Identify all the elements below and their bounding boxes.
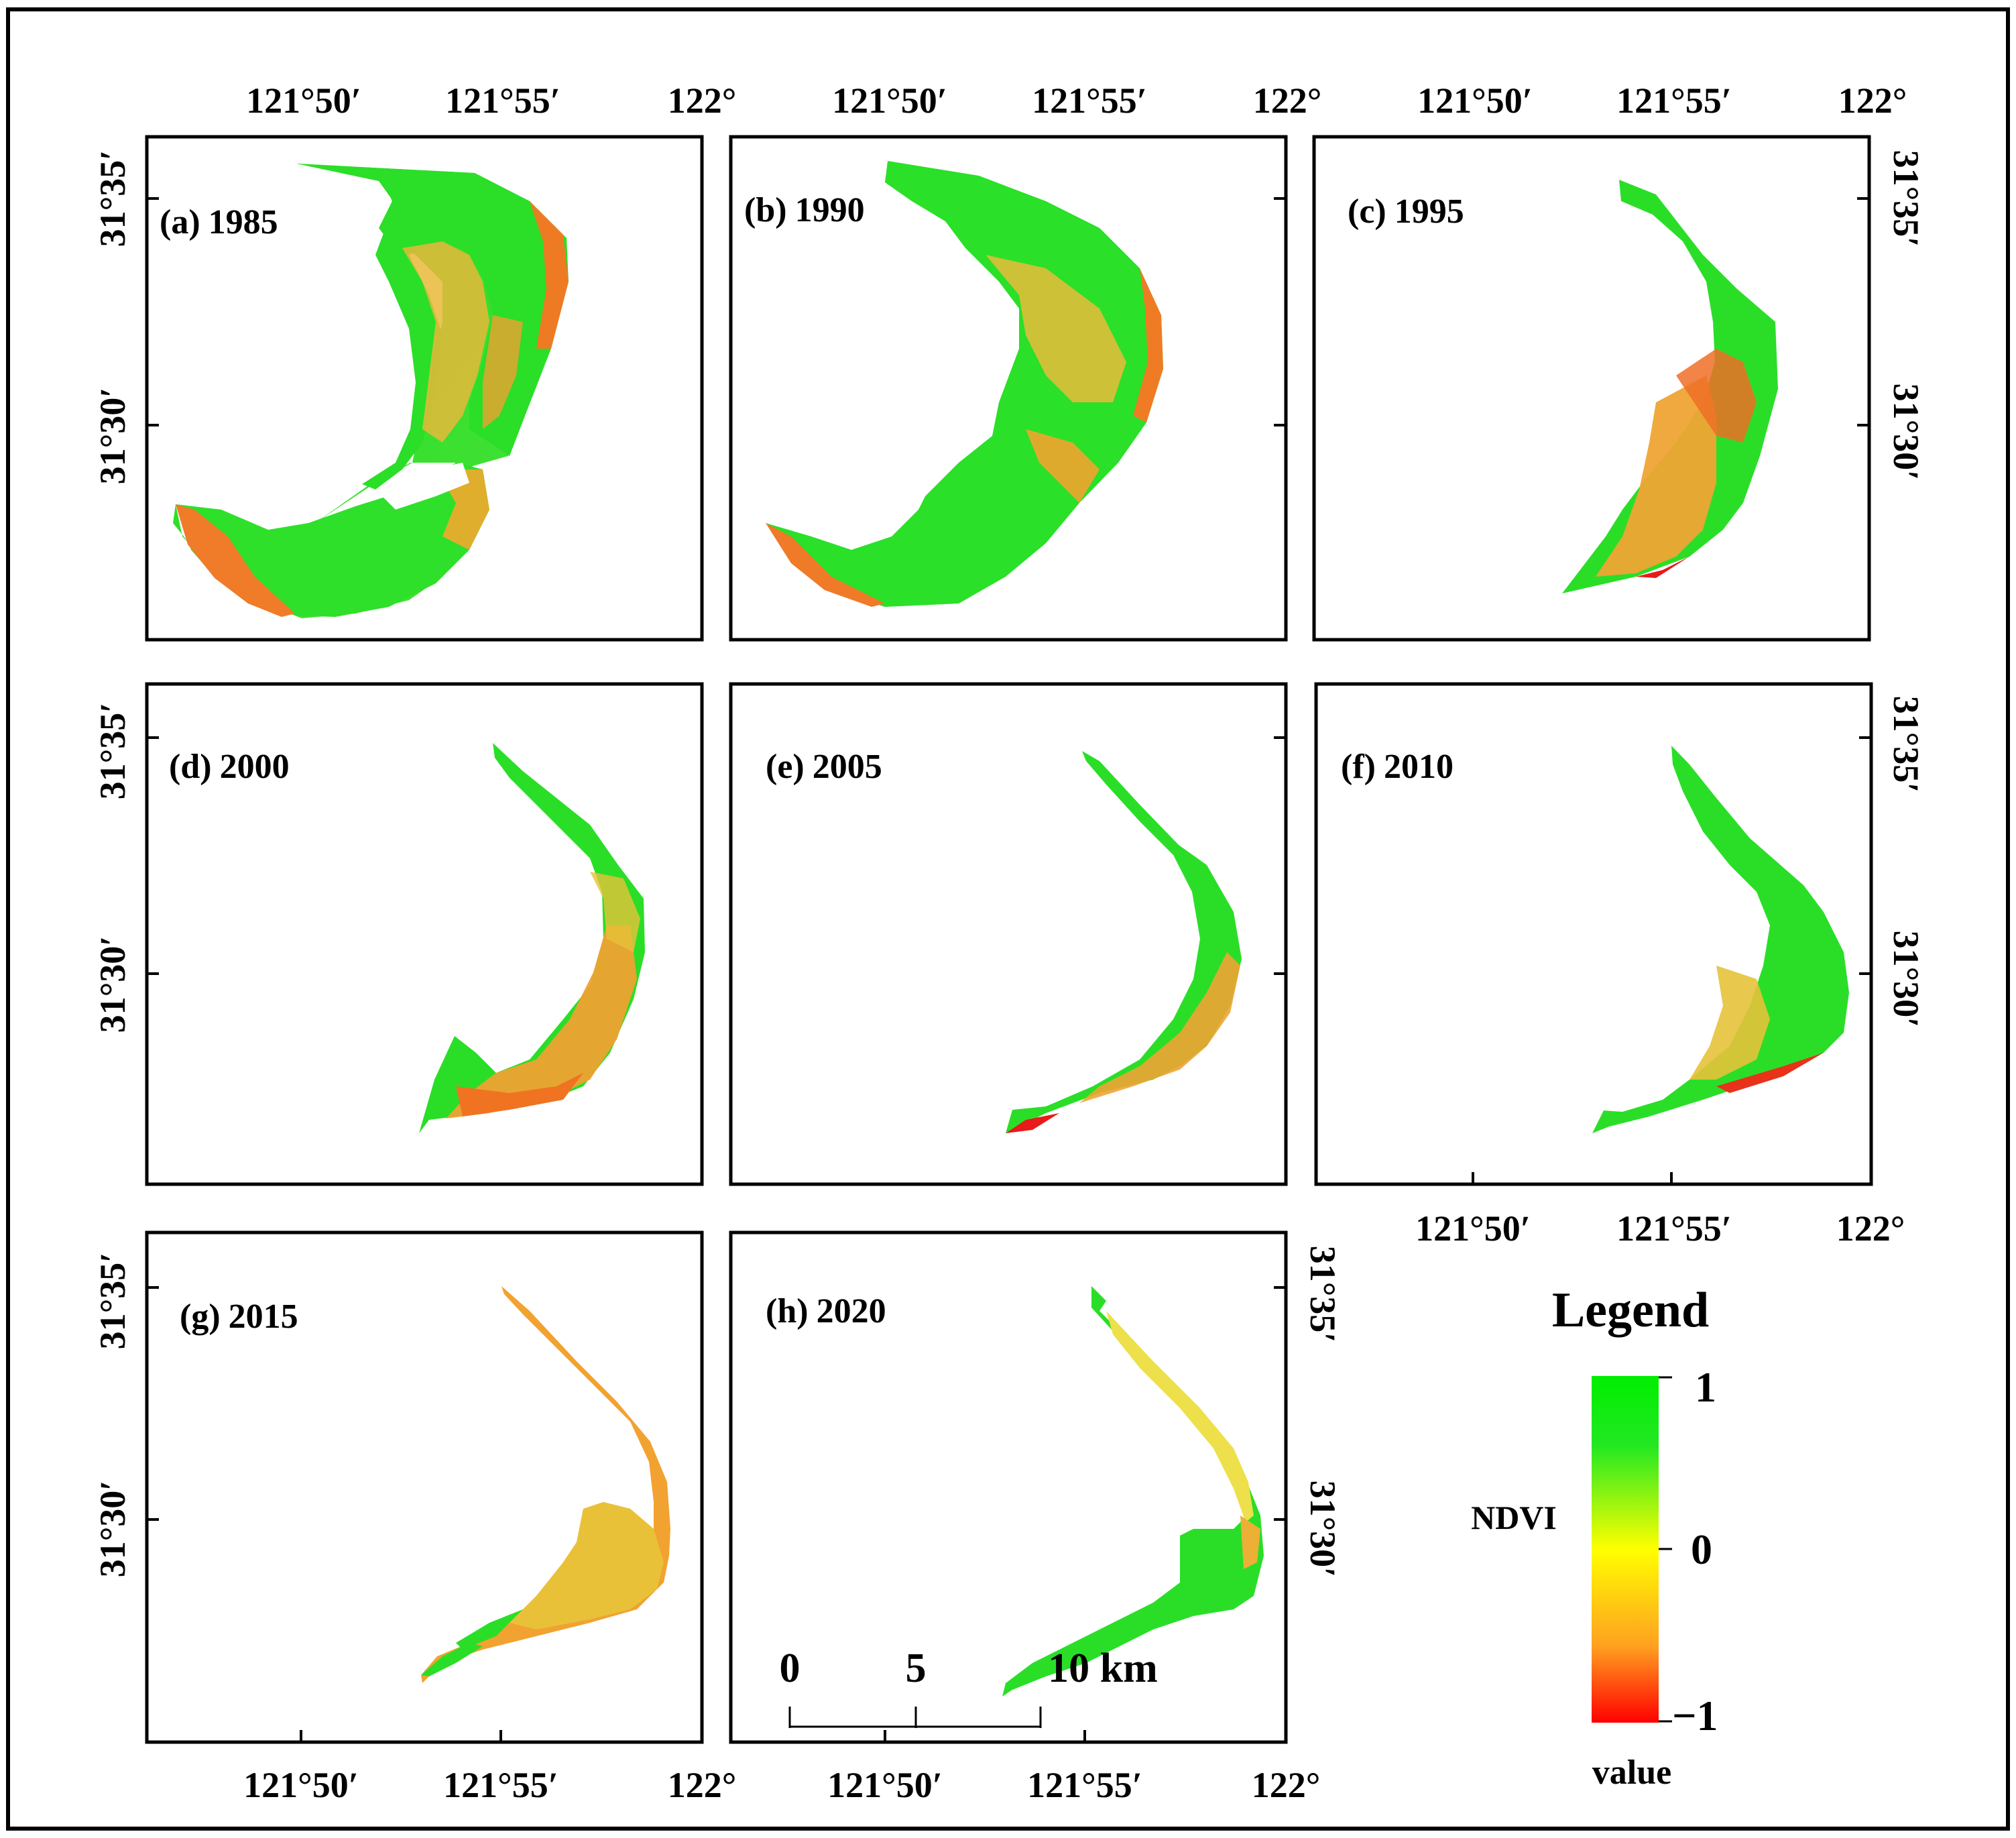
lat-label: 31°30′	[1303, 1481, 1343, 1578]
scale-label-10: 10 km	[1048, 1646, 1158, 1691]
lat-label: 31°30′	[93, 936, 133, 1033]
lon-label: 122°	[1838, 80, 1907, 121]
island-2015	[421, 1286, 670, 1683]
lon-label: 122°	[668, 80, 737, 121]
island-1995	[1562, 180, 1778, 593]
f-lon-labels: 121°50′ 121°55′ 122°	[1415, 1208, 1905, 1249]
lon-label: 122°	[668, 1765, 737, 1805]
lon-label: 122°	[1253, 80, 1322, 121]
top-lon-labels: 121°50′ 121°55′ 122° 121°50′ 121°55′ 122…	[246, 80, 1907, 121]
lon-label: 121°55′	[445, 80, 560, 121]
panel-frame-g	[145, 1230, 704, 1744]
lon-label: 121°55′	[1027, 1765, 1142, 1805]
figure-frame	[6, 7, 2010, 1831]
lon-label: 121°50′	[832, 80, 947, 121]
scale-label-0: 0	[780, 1646, 801, 1691]
panel-title-a: (a) 1985	[160, 203, 278, 241]
legend-variable: NDVI	[1471, 1499, 1557, 1536]
tick-marks	[147, 197, 1871, 1742]
panel-frame-h	[729, 1230, 1288, 1744]
lat-label: 31°35′	[1886, 696, 1926, 793]
island-1985	[173, 164, 569, 618]
lat-label: 31°30′	[93, 388, 133, 485]
lat-label: 31°35′	[1303, 1246, 1343, 1343]
legend-mid: 0	[1691, 1526, 1712, 1573]
panel-title-c: (c) 1995	[1348, 192, 1464, 231]
lon-label: 121°55′	[1032, 80, 1147, 121]
panel-title-f: (f) 2010	[1341, 748, 1454, 786]
lon-label: 121°50′	[246, 80, 361, 121]
panel-title-g: (g) 2015	[180, 1298, 298, 1336]
lat-label: 31°35′	[93, 1253, 133, 1350]
lat-label: 31°35′	[93, 703, 133, 800]
lon-label: 122°	[1836, 1208, 1905, 1249]
panel-title-b: (b) 1990	[744, 191, 865, 229]
island-2010	[1592, 746, 1849, 1133]
panel-title-d: (d) 2000	[169, 748, 290, 786]
scale-bar: 0 5 10 km	[780, 1646, 1158, 1728]
lat-label: 31°30′	[1886, 384, 1926, 481]
left-lat-labels: 31°35′ 31°30′ 31°35′ 31°30′ 31°35′ 31°30…	[93, 150, 133, 1578]
island-2000	[419, 743, 645, 1133]
lat-label: 31°35′	[93, 150, 133, 247]
lon-label: 121°50′	[243, 1765, 359, 1805]
bottom-lon-labels: 121°50′ 121°55′ 122° 121°50′ 121°55′ 122…	[243, 1765, 1320, 1805]
lon-label: 122°	[1252, 1765, 1321, 1805]
island-1990	[766, 161, 1163, 607]
scale-label-5: 5	[906, 1646, 927, 1691]
lon-label: 121°50′	[1415, 1208, 1531, 1249]
lon-label: 121°50′	[827, 1765, 943, 1805]
panel-title-e: (e) 2005	[766, 748, 882, 786]
right-lat-labels: 31°35′ 31°30′ 31°35′ 31°30′ 31°35′ 31°30…	[1303, 150, 1926, 1578]
legend-max: 1	[1695, 1363, 1716, 1411]
lon-label: 121°55′	[1616, 1208, 1732, 1249]
legend-colorbar	[1592, 1376, 1659, 1723]
legend-min: −1	[1672, 1692, 1718, 1739]
lon-label: 121°55′	[1616, 80, 1732, 121]
panel-titles: (a) 1985 (b) 1990 (c) 1995 (d) 2000 (e) 2005 …	[160, 191, 1464, 1336]
legend-title: Legend	[1552, 1283, 1709, 1338]
legend-unit: value	[1592, 1754, 1671, 1792]
lat-label: 31°30′	[1886, 931, 1926, 1028]
lon-label: 121°50′	[1417, 80, 1533, 121]
panel-frame-e	[729, 682, 1288, 1186]
lon-label: 121°55′	[443, 1765, 558, 1805]
lat-label: 31°30′	[93, 1481, 133, 1578]
legend: Legend NDVI 1 0 −1 value	[1471, 1283, 1718, 1792]
island-2020	[1002, 1286, 1264, 1697]
lat-label: 31°35′	[1886, 150, 1926, 247]
island-2005	[1006, 751, 1242, 1133]
panel-title-h: (h) 2020	[766, 1292, 886, 1330]
